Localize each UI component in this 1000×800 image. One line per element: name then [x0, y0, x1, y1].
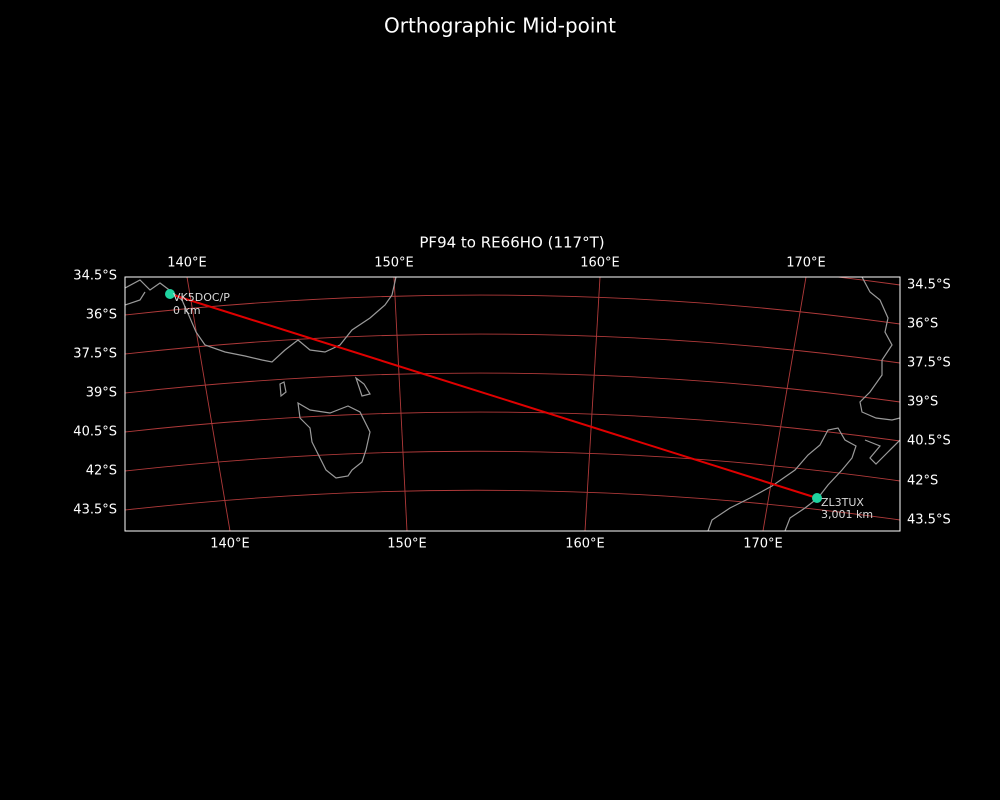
figure-title: Orthographic Mid-point: [384, 14, 616, 38]
nz-north-coast: [859, 277, 900, 421]
station-distance: 3,001 km: [821, 508, 873, 521]
lon-label-top: 150°E: [374, 256, 414, 271]
parallel: [125, 372, 900, 403]
parallel: [125, 489, 900, 521]
lon-label-bottom: 140°E: [210, 537, 250, 552]
lat-label-right: 40.5°S: [907, 434, 951, 449]
coastlines: [125, 277, 900, 531]
lat-label-right: 34.5°S: [907, 278, 951, 293]
graticule: [125, 277, 900, 531]
meridian: [393, 277, 408, 531]
station-call: ZL3TUX: [821, 496, 864, 509]
station-distance: 0 km: [173, 304, 201, 317]
lat-label-left: 37.5°S: [73, 347, 117, 362]
australia-coast: [125, 291, 146, 306]
lon-label-top: 170°E: [786, 256, 826, 271]
lon-label-bottom: 160°E: [565, 537, 605, 552]
lon-label-top: 160°E: [580, 256, 620, 271]
station-call: VK5DOC/P: [173, 291, 230, 304]
great-circle-path: [169, 293, 818, 499]
map-body: [125, 277, 900, 531]
parallel: [125, 333, 900, 364]
meridian: [762, 277, 807, 531]
station-marker: [165, 289, 175, 299]
lat-label-right: 42°S: [907, 474, 938, 489]
lat-label-left: 40.5°S: [73, 425, 117, 440]
lat-label-right: 39°S: [907, 395, 938, 410]
island-coast: [279, 381, 287, 398]
parallel: [125, 450, 900, 482]
lat-label-left: 43.5°S: [73, 503, 117, 518]
meridian: [584, 277, 601, 531]
tasmania-coast: [297, 401, 371, 479]
parallel: [125, 294, 900, 325]
nz-north-coast: [864, 439, 900, 465]
lat-label-right: 36°S: [907, 317, 938, 332]
graticule-labels: 140°E 150°E 160°E 170°E 140°E 150°E 160°E 170°E…: [73, 256, 950, 552]
australia-coast: [125, 277, 397, 363]
map-subtitle: PF94 to RE66HO (117°T): [419, 234, 604, 252]
lon-label-bottom: 170°E: [743, 537, 783, 552]
island-coast: [354, 376, 371, 397]
lon-label-bottom: 150°E: [387, 537, 427, 552]
lat-label-left: 34.5°S: [73, 269, 117, 284]
parallel: [125, 411, 900, 442]
lat-label-right: 43.5°S: [907, 513, 951, 528]
lon-label-top: 140°E: [167, 256, 207, 271]
map-frame: [124, 276, 901, 532]
station-marker: [812, 493, 822, 503]
lat-label-left: 36°S: [86, 308, 117, 323]
lat-label-left: 42°S: [86, 464, 117, 479]
lat-label-right: 37.5°S: [907, 356, 951, 371]
meridian: [186, 277, 231, 531]
lat-label-left: 39°S: [86, 386, 117, 401]
